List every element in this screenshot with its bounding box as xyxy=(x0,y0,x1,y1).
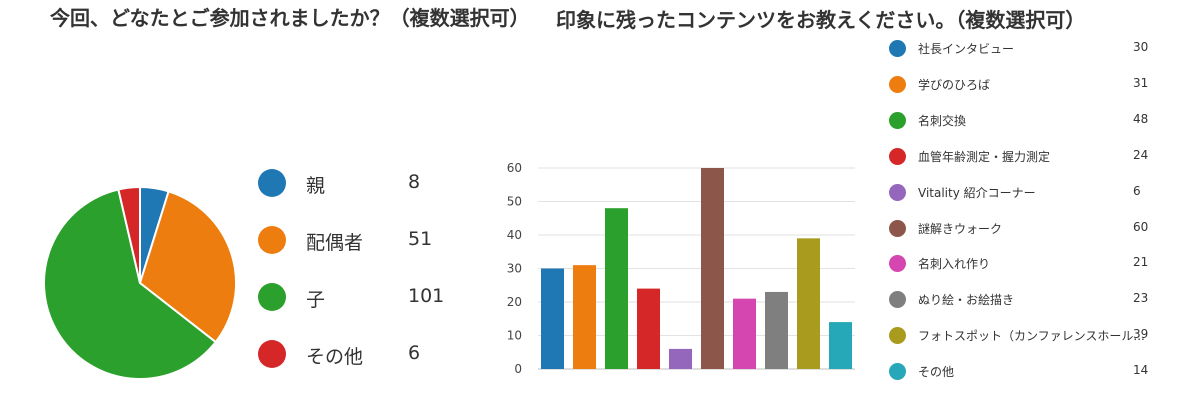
pie-chart xyxy=(43,185,237,380)
pie-legend-label: 親 xyxy=(306,175,326,197)
pie-legend-value: 51 xyxy=(408,228,433,250)
bar-legend-marker-1 xyxy=(889,75,906,93)
pie-chart-title: 今回、どなたとご参加されましたか？（複数選択可） xyxy=(50,6,530,30)
bar-legend-value: 24 xyxy=(1133,147,1149,162)
bar-legend-value: 48 xyxy=(1133,111,1149,126)
bar-legend-marker-6 xyxy=(889,255,906,273)
bar-legend-marker-3 xyxy=(889,147,906,165)
pie-legend-marker-0 xyxy=(258,169,286,197)
bar-legend-value: 23 xyxy=(1133,291,1149,306)
y-tick-label: 60 xyxy=(507,161,522,175)
bar-legend-label: 名刺交換 xyxy=(918,113,967,128)
bar-6 xyxy=(733,298,756,369)
bar-legend-marker-7 xyxy=(889,291,906,309)
bar-legend-label: 謎解きウォーク xyxy=(918,221,1003,236)
bar-legend-label: 血管年齢測定・握力測定 xyxy=(918,149,1051,164)
bar-legend-value: 39 xyxy=(1133,327,1149,342)
bar-1 xyxy=(573,265,596,369)
bar-legend-marker-5 xyxy=(889,219,906,237)
bar-legend-label: 名刺入れ作り xyxy=(918,257,991,272)
bar-legend-label: その他 xyxy=(918,365,955,380)
pie-legend-value: 8 xyxy=(408,171,421,193)
pie-legend-label: 子 xyxy=(306,289,326,311)
bar-legend-value: 6 xyxy=(1133,183,1141,198)
bar-legend-value: 14 xyxy=(1133,363,1149,378)
bar-legend-marker-8 xyxy=(889,327,906,345)
y-tick-label: 50 xyxy=(507,195,522,209)
bar-4 xyxy=(669,348,692,369)
y-tick-label: 10 xyxy=(507,329,522,343)
y-tick-label: 0 xyxy=(514,362,522,376)
y-tick-label: 30 xyxy=(507,262,522,276)
bar-2 xyxy=(605,208,628,369)
pie-legend-label: 配偶者 xyxy=(306,232,364,254)
bar-legend-label: 学びのひろば xyxy=(918,77,991,92)
bar-legend-marker-2 xyxy=(889,111,906,129)
bar-legend-label: 社長インタビュー xyxy=(918,42,1015,56)
y-tick-label: 20 xyxy=(507,295,522,309)
pie-legend-value: 101 xyxy=(408,285,445,307)
bar-legend-label: フォトスポット（カンファレンスホール... xyxy=(918,329,1145,344)
bar-legend-value: 30 xyxy=(1133,40,1149,54)
pie-slice-2 xyxy=(43,188,218,380)
bar-legend-marker-9 xyxy=(889,363,906,381)
pie-legend-marker-2 xyxy=(258,283,286,311)
bar-7 xyxy=(765,291,788,369)
bar-legend-value: 60 xyxy=(1133,219,1149,234)
bar-legend-label: Vitality 紹介コーナー xyxy=(918,185,1036,200)
pie-slice-3 xyxy=(117,185,141,284)
bar-legend-label: ぬり絵・お絵描き xyxy=(918,293,1015,308)
bar-legend-marker-4 xyxy=(889,183,906,201)
bar-0 xyxy=(541,268,564,369)
pie-legend-marker-1 xyxy=(258,226,286,254)
bar-legend-value: 31 xyxy=(1133,75,1149,90)
pie-legend-value: 6 xyxy=(408,342,421,364)
pie-slice-1 xyxy=(138,190,237,344)
bar-9 xyxy=(829,322,852,369)
bar-legend-value: 21 xyxy=(1133,255,1149,270)
pie-legend-label: その他 xyxy=(306,346,364,368)
bar-chart-title: 印象に残ったコンテンツをお教えください。（複数選択可） xyxy=(556,8,1086,32)
bar-5 xyxy=(701,168,724,369)
bar-8 xyxy=(797,238,820,369)
bar-3 xyxy=(637,288,660,369)
y-tick-label: 40 xyxy=(507,228,522,242)
bar-legend-marker-0 xyxy=(889,40,906,57)
pie-legend-marker-3 xyxy=(258,340,286,368)
